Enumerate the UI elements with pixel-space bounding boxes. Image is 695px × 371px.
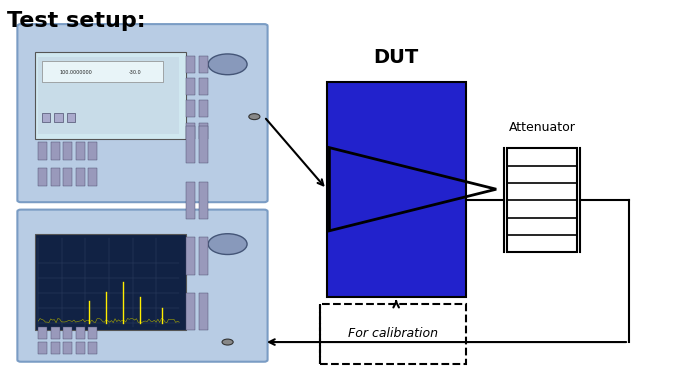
Bar bbox=[199, 78, 208, 95]
Text: -30.0: -30.0 bbox=[129, 70, 141, 75]
Bar bbox=[199, 100, 208, 117]
Bar bbox=[35, 52, 186, 139]
Bar bbox=[186, 122, 195, 139]
Bar bbox=[35, 234, 186, 330]
Bar bbox=[186, 293, 195, 330]
Bar bbox=[199, 182, 208, 219]
Bar bbox=[76, 168, 85, 186]
Bar bbox=[327, 82, 466, 297]
Text: 100.0000000: 100.0000000 bbox=[59, 70, 92, 75]
Bar bbox=[38, 168, 47, 186]
Bar bbox=[63, 142, 72, 160]
Bar bbox=[199, 126, 208, 163]
Bar bbox=[88, 327, 97, 339]
FancyBboxPatch shape bbox=[17, 210, 268, 362]
Bar bbox=[51, 168, 60, 186]
Bar bbox=[42, 61, 163, 82]
Bar bbox=[186, 182, 195, 219]
Bar bbox=[63, 342, 72, 354]
Text: Test setup:: Test setup: bbox=[7, 11, 145, 31]
Circle shape bbox=[208, 234, 247, 255]
Circle shape bbox=[208, 54, 247, 75]
Bar bbox=[186, 78, 195, 95]
Bar bbox=[199, 237, 208, 275]
Bar bbox=[76, 142, 85, 160]
Circle shape bbox=[222, 339, 234, 345]
FancyBboxPatch shape bbox=[17, 24, 268, 202]
Bar bbox=[76, 327, 85, 339]
Bar bbox=[88, 142, 97, 160]
Bar bbox=[186, 56, 195, 73]
Bar bbox=[38, 342, 47, 354]
Bar bbox=[186, 237, 195, 275]
Bar bbox=[38, 58, 179, 134]
Text: DUT: DUT bbox=[373, 48, 419, 67]
Bar bbox=[51, 142, 60, 160]
Bar bbox=[63, 327, 72, 339]
Bar bbox=[63, 168, 72, 186]
Bar bbox=[507, 148, 577, 252]
Bar bbox=[199, 56, 208, 73]
Bar bbox=[42, 113, 50, 122]
Bar bbox=[76, 342, 85, 354]
Bar bbox=[199, 293, 208, 330]
Bar bbox=[67, 113, 75, 122]
Bar bbox=[51, 327, 60, 339]
Bar bbox=[320, 304, 466, 364]
Text: Attenuator: Attenuator bbox=[509, 121, 575, 134]
Bar bbox=[186, 100, 195, 117]
Bar bbox=[38, 142, 47, 160]
Text: For calibration: For calibration bbox=[348, 327, 438, 341]
Circle shape bbox=[249, 114, 260, 119]
Bar bbox=[186, 126, 195, 163]
Bar bbox=[199, 122, 208, 139]
Bar bbox=[88, 168, 97, 186]
Bar bbox=[88, 342, 97, 354]
Bar bbox=[38, 327, 47, 339]
Bar bbox=[51, 342, 60, 354]
Bar bbox=[54, 113, 63, 122]
